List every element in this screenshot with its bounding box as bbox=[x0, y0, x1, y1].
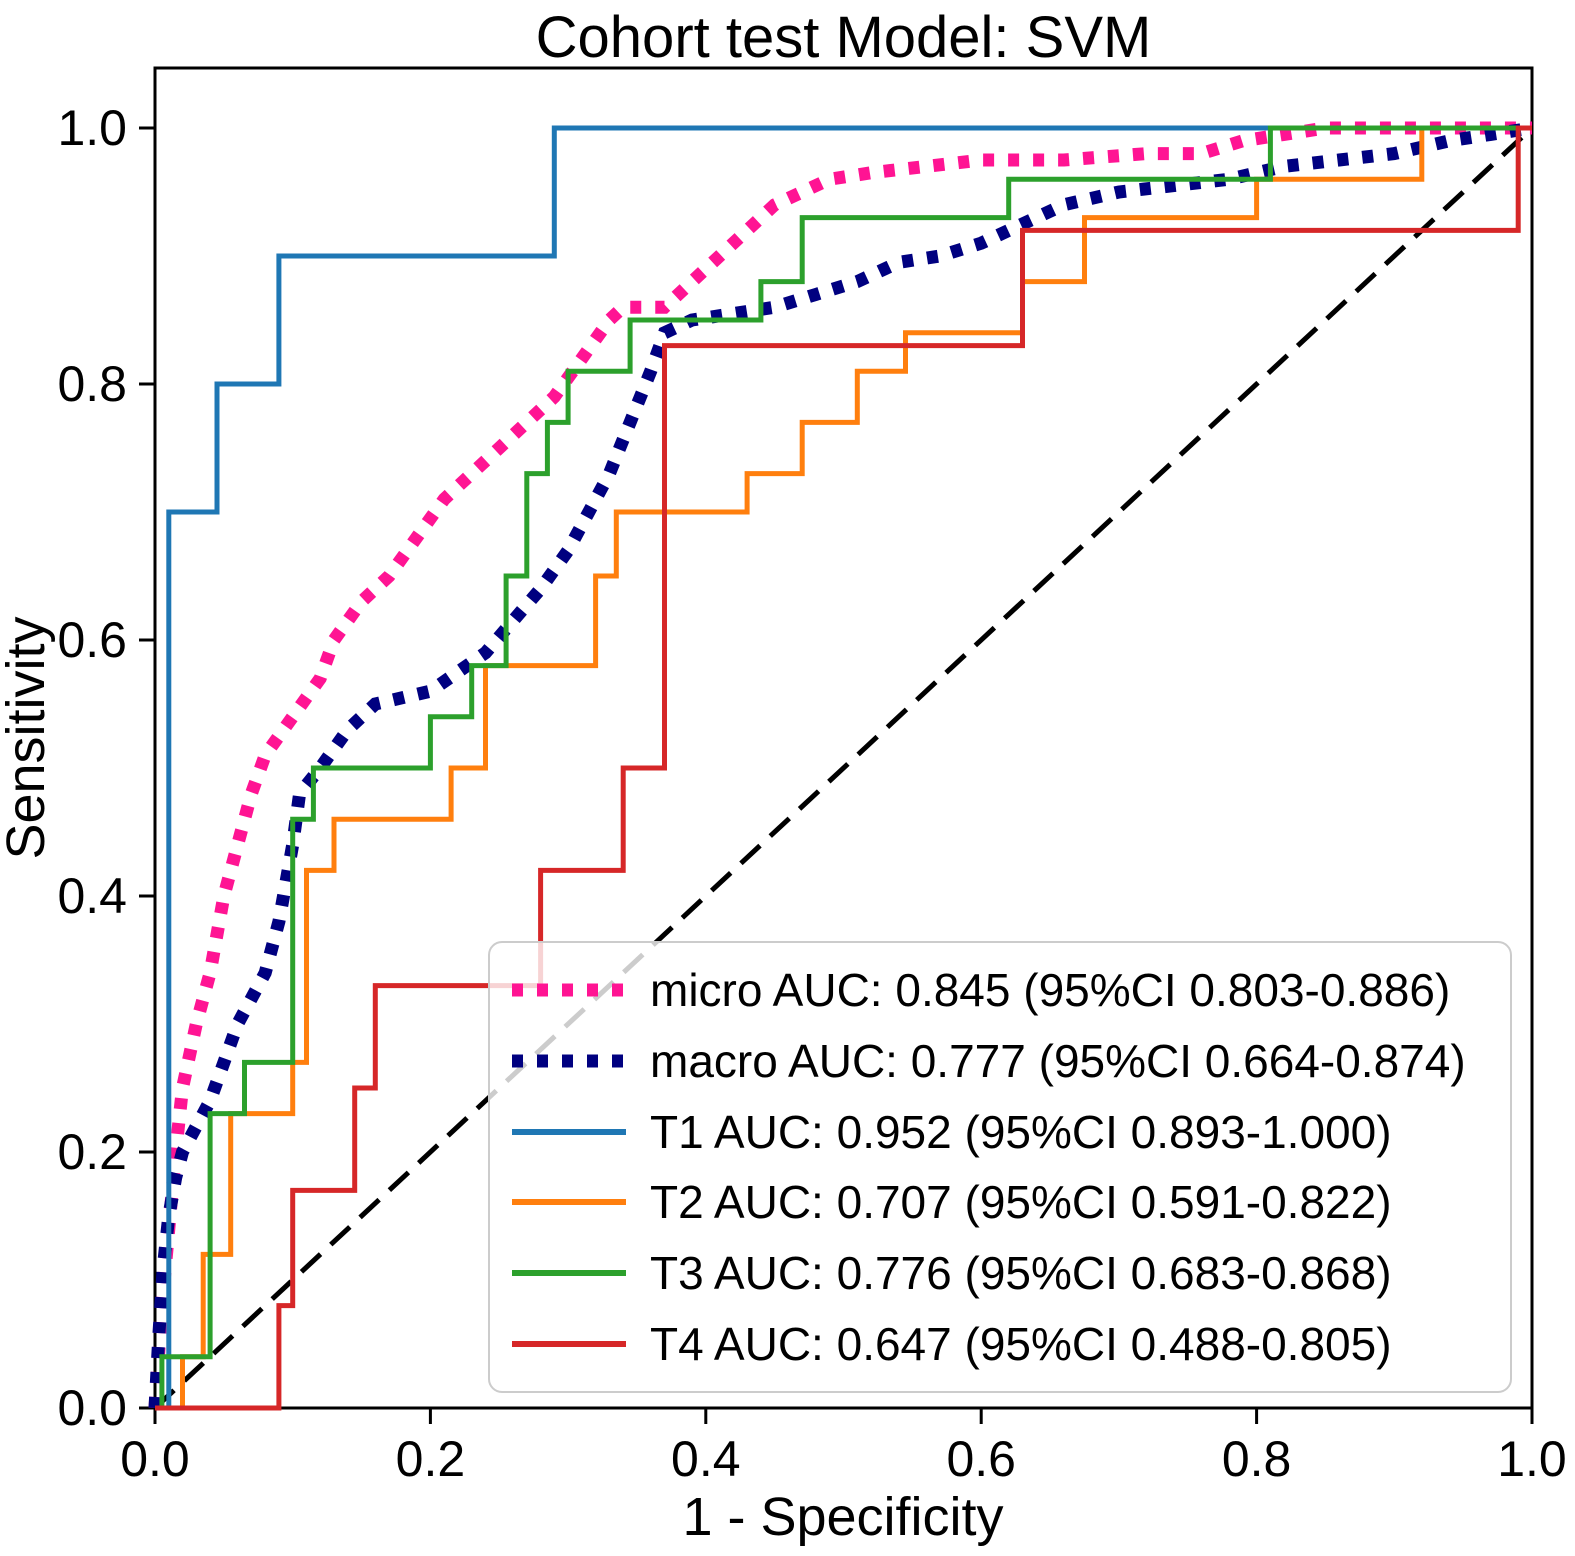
chance-diagonal-line bbox=[153, 126, 1534, 1410]
legend-label-micro: micro AUC: 0.845 (95%CI 0.803-0.886) bbox=[650, 964, 1451, 1017]
t4-line-swatch bbox=[512, 1340, 626, 1347]
axis-tick-labels: 0.0 0.2 0.4 0.6 0.8 1.0 0.0 0.2 0.4 0.6 0.8 1.0 bbox=[57, 100, 1566, 1487]
legend-item-t1: T1 AUC: 0.952 (95%CI 0.893-1.000) bbox=[508, 1099, 1492, 1165]
legend: micro AUC: 0.845 (95%CI 0.803-0.886) mac… bbox=[488, 941, 1512, 1393]
plot-frame bbox=[153, 66, 1534, 1410]
x-tick-label: 0.4 bbox=[671, 1431, 741, 1487]
roc-curve-macro bbox=[148, 121, 1533, 1409]
legend-item-micro: micro AUC: 0.845 (95%CI 0.803-0.886) bbox=[508, 957, 1492, 1023]
legend-item-t4: T4 AUC: 0.647 (95%CI 0.488-0.805) bbox=[508, 1311, 1492, 1377]
legend-label-t3: T3 AUC: 0.776 (95%CI 0.683-0.868) bbox=[650, 1246, 1392, 1299]
legend-item-macro: macro AUC: 0.777 (95%CI 0.664-0.874) bbox=[508, 1028, 1492, 1094]
y-tick-label: 0.4 bbox=[57, 868, 127, 924]
x-tick-label: 0.6 bbox=[946, 1431, 1016, 1487]
x-tick-label: 0.2 bbox=[396, 1431, 466, 1487]
y-tick-label: 0.6 bbox=[57, 612, 127, 668]
micro-line-swatch bbox=[512, 983, 626, 997]
x-tick-label: 1.0 bbox=[1497, 1431, 1567, 1487]
t1-line-swatch bbox=[512, 1128, 626, 1135]
y-axis-label: Sensitivity bbox=[0, 616, 56, 859]
axis-tick-marks bbox=[139, 126, 1534, 1424]
x-tick-label: 0.0 bbox=[120, 1431, 190, 1487]
y-tick-label: 0.0 bbox=[57, 1380, 127, 1436]
legend-item-t2: T2 AUC: 0.707 (95%CI 0.591-0.822) bbox=[508, 1169, 1492, 1235]
legend-label-macro: macro AUC: 0.777 (95%CI 0.664-0.874) bbox=[650, 1034, 1466, 1087]
roc-curves bbox=[148, 121, 1534, 1411]
legend-label-t1: T1 AUC: 0.952 (95%CI 0.893-1.000) bbox=[650, 1105, 1392, 1158]
t3-line-swatch bbox=[512, 1269, 626, 1276]
macro-line-swatch bbox=[512, 1054, 626, 1068]
roc-curve-micro bbox=[148, 121, 1532, 1409]
x-axis-label: 1 - Specificity bbox=[682, 1487, 1003, 1547]
legend-label-t4: T4 AUC: 0.647 (95%CI 0.488-0.805) bbox=[650, 1317, 1392, 1370]
y-tick-label: 0.8 bbox=[57, 356, 127, 412]
legend-item-t3: T3 AUC: 0.776 (95%CI 0.683-0.868) bbox=[508, 1240, 1492, 1306]
roc-curve-T1 bbox=[155, 125, 1532, 1411]
roc-curve-T4 bbox=[155, 125, 1532, 1411]
y-tick-label: 0.2 bbox=[57, 1124, 127, 1180]
y-tick-label: 1.0 bbox=[57, 100, 127, 156]
x-tick-label: 0.8 bbox=[1222, 1431, 1292, 1487]
chart-title: Cohort test Model: SVM bbox=[535, 5, 1152, 70]
roc-curve-T3 bbox=[155, 125, 1532, 1411]
t2-line-swatch bbox=[512, 1199, 626, 1206]
legend-label-t2: T2 AUC: 0.707 (95%CI 0.591-0.822) bbox=[650, 1176, 1392, 1229]
